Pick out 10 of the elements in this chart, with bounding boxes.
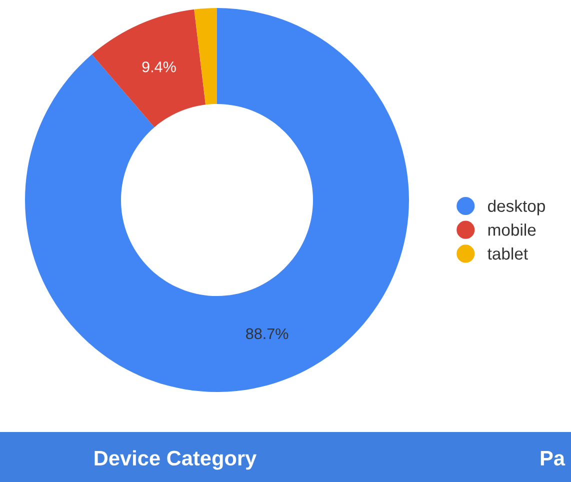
data-label: 9.4% bbox=[142, 61, 176, 72]
legend-label: mobile bbox=[488, 224, 536, 236]
legend-label: desktop bbox=[488, 200, 545, 216]
donut-slice bbox=[25, 8, 409, 392]
donut-slice bbox=[92, 9, 206, 128]
data-label: 88.7% bbox=[246, 328, 288, 340]
donut-slice bbox=[194, 8, 217, 105]
text: Pa bbox=[540, 451, 566, 466]
text: Device Category bbox=[94, 450, 257, 470]
legend-label: tablet bbox=[488, 247, 528, 260]
